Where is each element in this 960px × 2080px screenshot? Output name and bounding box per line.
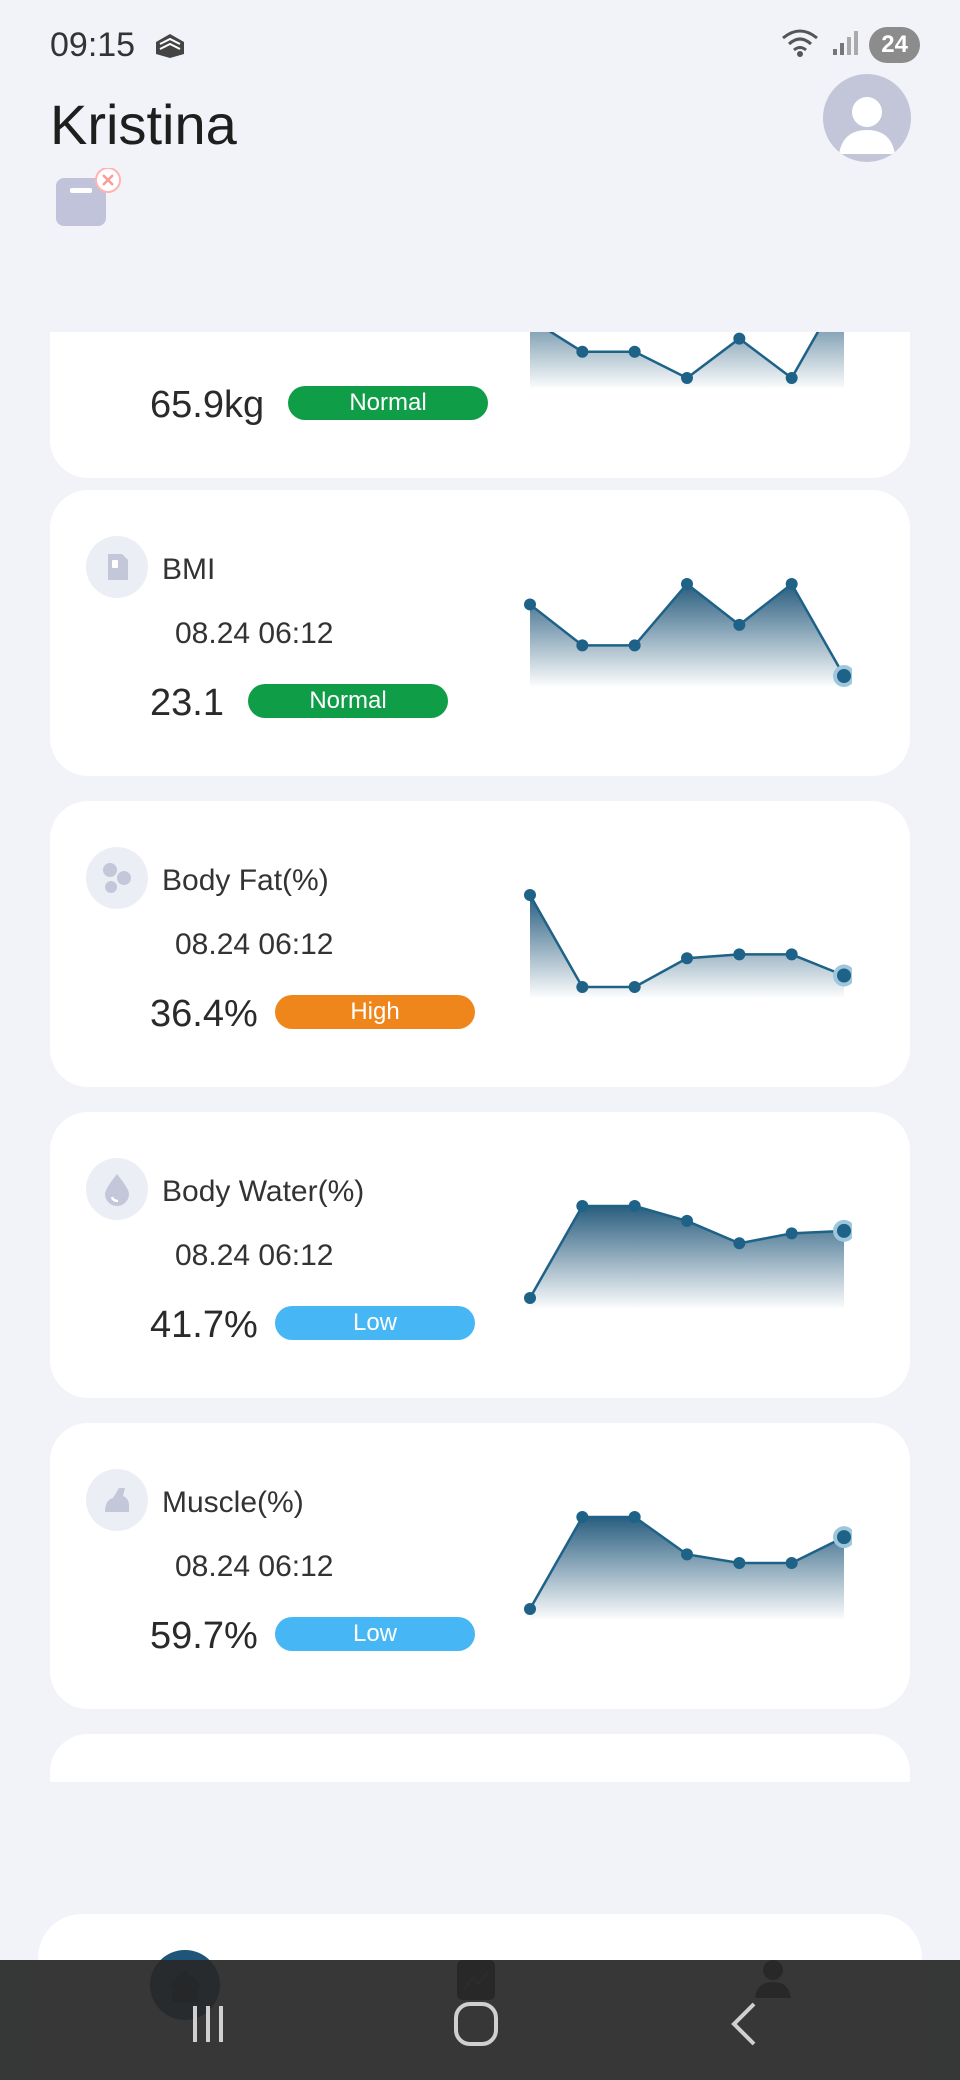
chart-point	[837, 968, 851, 983]
chart-point	[524, 1292, 536, 1304]
metric-card-body-fat[interactable]: Body Fat(%) 08.24 06:12 36.4% High	[50, 801, 910, 1087]
fat-icon	[86, 847, 148, 909]
home-circle-icon[interactable]	[446, 1994, 506, 2054]
chart-point	[628, 1200, 641, 1212]
chart-point	[576, 345, 589, 358]
chart-point	[681, 1548, 693, 1561]
chart-point	[733, 1237, 746, 1250]
chart-area	[530, 1517, 844, 1619]
trend-chart	[530, 332, 844, 388]
metric-list[interactable]: 65.9kg Normal BMI 08.24 06:12 23.1 Norma…	[0, 332, 960, 1782]
metric-card-muscle[interactable]: Muscle(%) 08.24 06:12 59.7% Low	[50, 1423, 910, 1709]
chart-point	[524, 1603, 536, 1615]
chart-point	[524, 598, 536, 611]
metric-card-body-water[interactable]: Body Water(%) 08.24 06:12 41.7% Low	[50, 1112, 910, 1398]
metric-date: 08.24 06:12	[175, 1239, 334, 1272]
signal-icon	[831, 27, 859, 62]
status-bar: 09:15	[0, 0, 960, 90]
metric-date: 08.24 06:12	[175, 617, 334, 650]
water-drop-icon	[86, 1158, 148, 1220]
status-indicators: 24	[779, 26, 920, 63]
chart-point	[628, 345, 641, 358]
trend-chart	[524, 578, 852, 687]
chart-point	[733, 332, 746, 345]
chart-point	[576, 1511, 589, 1523]
chart-area	[530, 584, 844, 686]
status-time: 09:15	[50, 26, 136, 64]
chart-point	[837, 1223, 851, 1238]
metric-value: 65.9kg	[150, 384, 265, 426]
chart-point	[837, 1530, 851, 1545]
system-nav-bar	[0, 1960, 960, 2080]
trend-chart	[524, 889, 852, 997]
metric-value: 59.7%	[150, 1615, 258, 1657]
bmi-icon	[86, 536, 148, 598]
status-badge: Normal	[288, 386, 488, 420]
notification-icon	[152, 30, 188, 65]
chart-point	[628, 639, 641, 652]
chart-point	[733, 618, 746, 631]
chart-point	[785, 1557, 798, 1569]
metric-date: 08.24 06:12	[175, 928, 334, 961]
chart-point	[576, 639, 589, 652]
status-badge: Low	[275, 1617, 475, 1651]
metric-value: 36.4%	[150, 993, 258, 1035]
chart-point	[785, 948, 798, 961]
status-badge: High	[275, 995, 475, 1029]
chart-area	[530, 895, 844, 997]
metric-value: 41.7%	[150, 1304, 258, 1346]
chart-area	[530, 1206, 844, 1308]
chart-point	[576, 1200, 589, 1212]
trend-chart	[524, 1200, 852, 1308]
chart-point	[733, 1557, 746, 1569]
metric-card-next[interactable]	[50, 1734, 910, 1782]
metric-title: Muscle(%)	[162, 1486, 304, 1519]
chart-point	[524, 889, 536, 901]
scale-disconnected-icon[interactable]	[54, 167, 121, 226]
chart-point	[785, 1227, 798, 1240]
chart-point	[785, 578, 798, 590]
chart-point	[681, 578, 693, 590]
status-badge: Low	[275, 1306, 475, 1340]
metric-title: Body Fat(%)	[162, 864, 329, 897]
battery-icon: 24	[869, 26, 920, 63]
avatar-icon[interactable]	[823, 74, 911, 162]
status-badge: Normal	[248, 684, 448, 718]
back-icon[interactable]	[716, 1994, 776, 2054]
metric-value: 23.1	[150, 682, 224, 724]
chart-point	[733, 948, 746, 961]
chart-point	[576, 981, 589, 993]
metric-title: BMI	[162, 553, 216, 586]
chart-point	[628, 981, 641, 993]
metric-date: 08.24 06:12	[175, 1550, 334, 1583]
chart-point	[681, 1214, 693, 1227]
chart-point	[785, 372, 798, 384]
chart-area	[530, 332, 844, 388]
recents-icon[interactable]	[178, 1994, 238, 2054]
wifi-icon	[779, 26, 821, 63]
muscle-arm-icon	[86, 1469, 148, 1531]
chart-point	[681, 372, 693, 384]
chart-point	[681, 952, 693, 965]
user-name[interactable]: Kristina	[50, 93, 237, 156]
trend-chart	[524, 1511, 852, 1619]
metric-title: Body Water(%)	[162, 1175, 365, 1208]
chart-point	[628, 1511, 641, 1523]
metric-card-bmi[interactable]: BMI 08.24 06:12 23.1 Normal	[50, 490, 910, 776]
chart-point	[837, 669, 851, 683]
metric-card-weight[interactable]: 65.9kg Normal	[50, 332, 910, 478]
